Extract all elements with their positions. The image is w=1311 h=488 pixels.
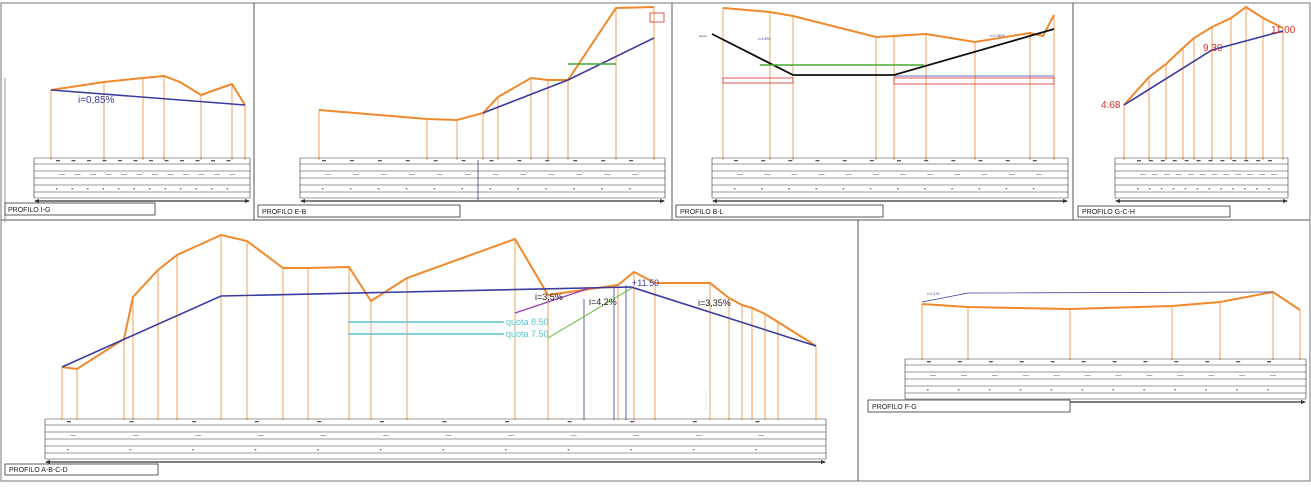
- profile-title: PROFILO F-G: [872, 404, 917, 411]
- profile-table: [1114, 157, 1289, 203]
- profile-title: PROFILO A-B-C-D: [9, 467, 68, 474]
- slope-annotation: i=3,5%: [535, 292, 563, 302]
- profile-table: [33, 157, 251, 203]
- project-line: [50, 89, 246, 106]
- terrain-line: [50, 74, 246, 106]
- slope-annotation: i=3,35%: [698, 298, 731, 308]
- elevation-label: +11.50: [632, 278, 659, 288]
- terrain-line: [921, 290, 1301, 311]
- profile-title-box: [4, 463, 159, 476]
- slope-annotation: i=4,2%: [589, 297, 617, 307]
- profile-a-b-c-d: quota 8.50 quota 7.50 i=3,5% i=4,2% +11.…: [4, 233, 827, 476]
- profile-table: [904, 358, 1307, 404]
- profile-title: PROFILO G-C-H: [1082, 209, 1135, 216]
- purple-slope-line: [514, 287, 591, 314]
- terrain-verticals: [1123, 7, 1284, 160]
- profile-g-c-h: 4.68 9.30 11.00 PROFILO G-C-H: [1077, 5, 1296, 218]
- profile-i-g: i=0,85% PROFILO I-G: [4, 74, 251, 216]
- terrain-line: [1123, 5, 1284, 106]
- profile-table: [299, 157, 666, 203]
- project-line: [1123, 30, 1284, 106]
- elevation-label: 9.30: [1203, 43, 1223, 54]
- cyan-label: quota 8.50: [506, 317, 549, 327]
- profile-f-g: i=2,1% PROFILO F-G: [867, 290, 1307, 413]
- terrain-verticals: [50, 76, 246, 160]
- project-line: [921, 291, 1274, 303]
- slope-annotation: i=3,8%: [758, 36, 771, 41]
- slope-annotation: i=2,96%: [990, 33, 1005, 38]
- svg-text:quota: quota: [699, 34, 707, 38]
- profile-title-box: [675, 204, 884, 218]
- red-box-right: [893, 77, 1055, 85]
- terrain-verticals: [61, 235, 817, 420]
- terrain-line: [61, 233, 817, 371]
- terrain-verticals: [921, 292, 1301, 360]
- profile-title: PROFILO E-B: [262, 209, 307, 216]
- profile-title-box: [4, 202, 156, 216]
- black-project-line: [711, 28, 1055, 76]
- elevation-label: 11.00: [1271, 25, 1296, 36]
- terrain-line: [318, 6, 655, 122]
- elevation-label: 4.68: [1101, 100, 1121, 111]
- terrain-verticals: [318, 7, 655, 160]
- slope-annotation: i=0,85%: [78, 95, 115, 106]
- red-box-left: [722, 77, 794, 84]
- project-line: [482, 37, 655, 114]
- profile-title-box: [1077, 205, 1231, 218]
- profile-title: PROFILO I-G: [8, 207, 50, 214]
- profile-table: [44, 418, 827, 464]
- slope-annotation: i=2,1%: [927, 291, 940, 296]
- project-line: [61, 286, 817, 368]
- profile-table: [711, 157, 1069, 203]
- profile-title-box: [867, 399, 1071, 413]
- profile-title-box: [257, 204, 461, 218]
- green-slope-line: [547, 287, 633, 339]
- profile-b-l: quota i=3,8% i=2,96% PROFILO B-L: [675, 7, 1069, 218]
- profile-e-b: PROFILO E-B: [257, 6, 666, 218]
- terrain-verticals: [722, 8, 1055, 160]
- profile-title: PROFILO B-L: [680, 209, 724, 216]
- cyan-label: quota 7.50: [506, 329, 549, 339]
